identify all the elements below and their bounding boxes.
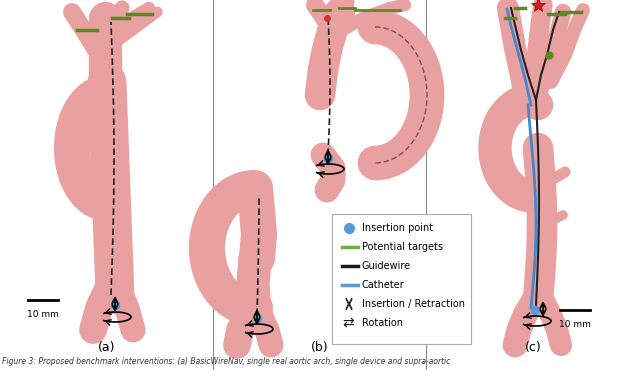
Text: Rotation: Rotation <box>362 318 403 328</box>
Text: ⇄: ⇄ <box>342 316 354 330</box>
FancyBboxPatch shape <box>332 214 471 344</box>
Text: Insertion / Retraction: Insertion / Retraction <box>362 299 465 309</box>
Text: Catheter: Catheter <box>362 280 404 290</box>
Text: (a): (a) <box>99 342 116 354</box>
Text: Potential targets: Potential targets <box>362 242 443 252</box>
Text: 10 mm: 10 mm <box>559 320 591 329</box>
Text: Guidewire: Guidewire <box>362 261 411 271</box>
Text: 10 mm: 10 mm <box>27 310 59 319</box>
Text: (c): (c) <box>525 342 541 354</box>
Text: (b): (b) <box>311 342 329 354</box>
Text: Insertion point: Insertion point <box>362 223 433 233</box>
Text: 10 mm: 10 mm <box>384 318 416 327</box>
Text: Figure 3: Proposed benchmark interventions: (a) BasicWireNav, single real aortic: Figure 3: Proposed benchmark interventio… <box>2 357 451 367</box>
